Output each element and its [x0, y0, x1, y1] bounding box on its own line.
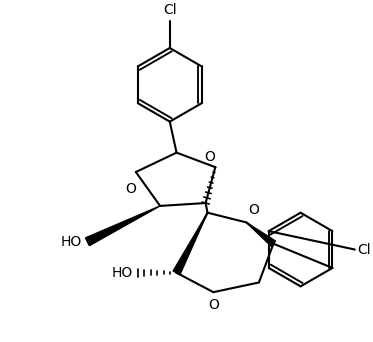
- Text: Cl: Cl: [163, 3, 176, 17]
- Text: O: O: [205, 150, 216, 164]
- Text: O: O: [248, 202, 259, 216]
- Text: Cl: Cl: [357, 242, 370, 256]
- Text: HO: HO: [60, 235, 82, 249]
- Polygon shape: [173, 213, 207, 275]
- Polygon shape: [246, 222, 276, 246]
- Text: O: O: [208, 298, 219, 312]
- Text: HO: HO: [112, 266, 133, 280]
- Polygon shape: [85, 206, 160, 246]
- Text: O: O: [125, 182, 137, 196]
